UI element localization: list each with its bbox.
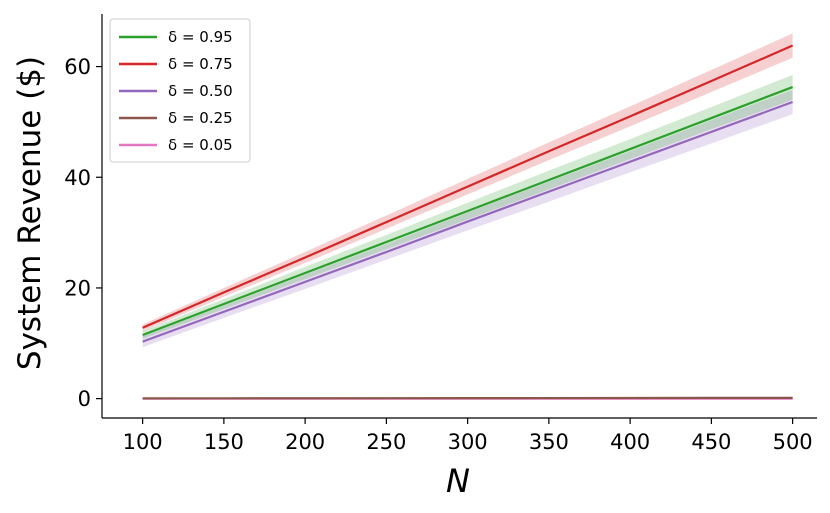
x-tick-label: 400 — [610, 430, 650, 454]
x-tick-label: 100 — [123, 430, 163, 454]
legend-entry-label: δ = 0.05 — [168, 136, 233, 154]
x-tick-label: 500 — [773, 430, 813, 454]
legend-entry-label: δ = 0.25 — [168, 109, 233, 127]
legend-entry-label: δ = 0.50 — [168, 82, 233, 100]
series-line-δ = 0.50 — [142, 100, 794, 343]
x-axis-label: N — [446, 462, 470, 500]
y-tick-label: 60 — [64, 55, 91, 79]
axes — [101, 14, 817, 419]
x-tick-label: 300 — [448, 430, 488, 454]
x-tick-label: 450 — [691, 430, 731, 454]
x-ticks: 100 150 200 250 300 350 400 450 500 — [123, 418, 813, 454]
series-line-δ = 0.75 — [142, 44, 794, 329]
y-tick-label: 0 — [78, 387, 91, 411]
y-axis-label: System Revenue ($) — [12, 56, 48, 370]
legend-box — [109, 18, 251, 163]
series-line-δ = 0.95 — [142, 86, 794, 337]
x-tick-label: 200 — [285, 430, 325, 454]
y-tick-label: 20 — [64, 276, 91, 300]
x-tick-label: 150 — [204, 430, 244, 454]
legend-entry-label: δ = 0.75 — [168, 55, 233, 73]
y-tick-label: 40 — [64, 166, 91, 190]
y-ticks: 0 20 40 60 — [64, 55, 102, 411]
series-lines — [142, 44, 794, 400]
legend: δ = 0.95 δ = 0.75 δ = 0.50 δ = 0.25 δ = 0.05 — [109, 18, 251, 163]
x-tick-label: 350 — [529, 430, 569, 454]
x-tick-label: 250 — [366, 430, 406, 454]
legend-entry-label: δ = 0.95 — [168, 28, 233, 46]
